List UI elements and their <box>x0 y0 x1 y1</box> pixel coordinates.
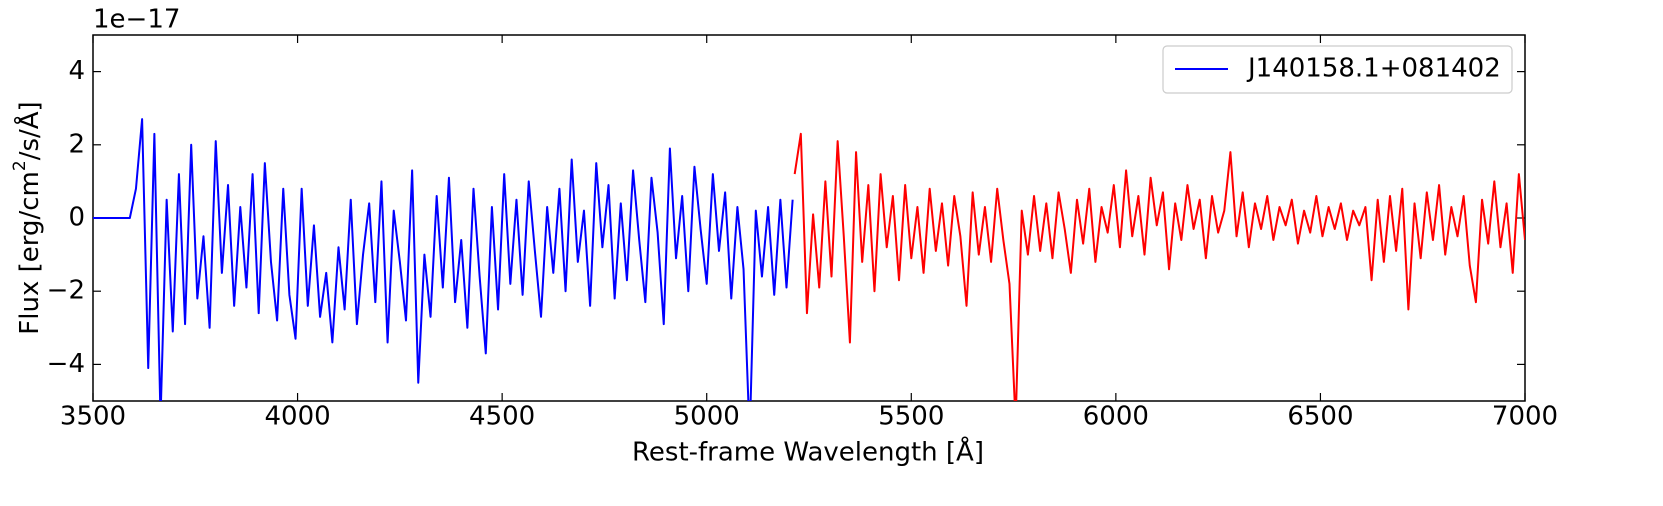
y-tick-label: 4 <box>68 56 85 86</box>
x-axis-label: Rest-frame Wavelength [Å] <box>632 436 984 468</box>
x-tick-label: 4500 <box>469 402 535 432</box>
x-tick-label: 5000 <box>674 402 740 432</box>
x-tick-label: 7000 <box>1492 402 1558 432</box>
y-tick-label: 2 <box>68 129 85 159</box>
y-axis-label-sup: 2 <box>10 160 30 171</box>
x-tick-label: 6000 <box>1083 402 1149 432</box>
spectrum-line <box>793 132 1525 401</box>
legend-label: J140158.1+081402 <box>1246 54 1501 84</box>
y-axis-label: Flux [erg/cm2/s/Å] <box>10 101 45 334</box>
spectrum-line <box>93 118 794 401</box>
y-tick-label: −2 <box>47 276 85 306</box>
x-tick-label: 6500 <box>1287 402 1353 432</box>
x-tick-label: 3500 <box>60 402 126 432</box>
y-tick-label: 0 <box>68 203 85 233</box>
x-tick-label: 5500 <box>878 402 944 432</box>
plot-area <box>93 118 1525 401</box>
legend-box <box>1162 45 1513 94</box>
y-axis-label-part: /s/Å] <box>13 101 45 160</box>
y-axis-label-part: Flux [erg/cm <box>15 171 45 335</box>
x-tick-label: 4000 <box>264 402 330 432</box>
y-tick-label: −4 <box>47 349 85 379</box>
y-offset-label: 1e−17 <box>93 5 180 35</box>
